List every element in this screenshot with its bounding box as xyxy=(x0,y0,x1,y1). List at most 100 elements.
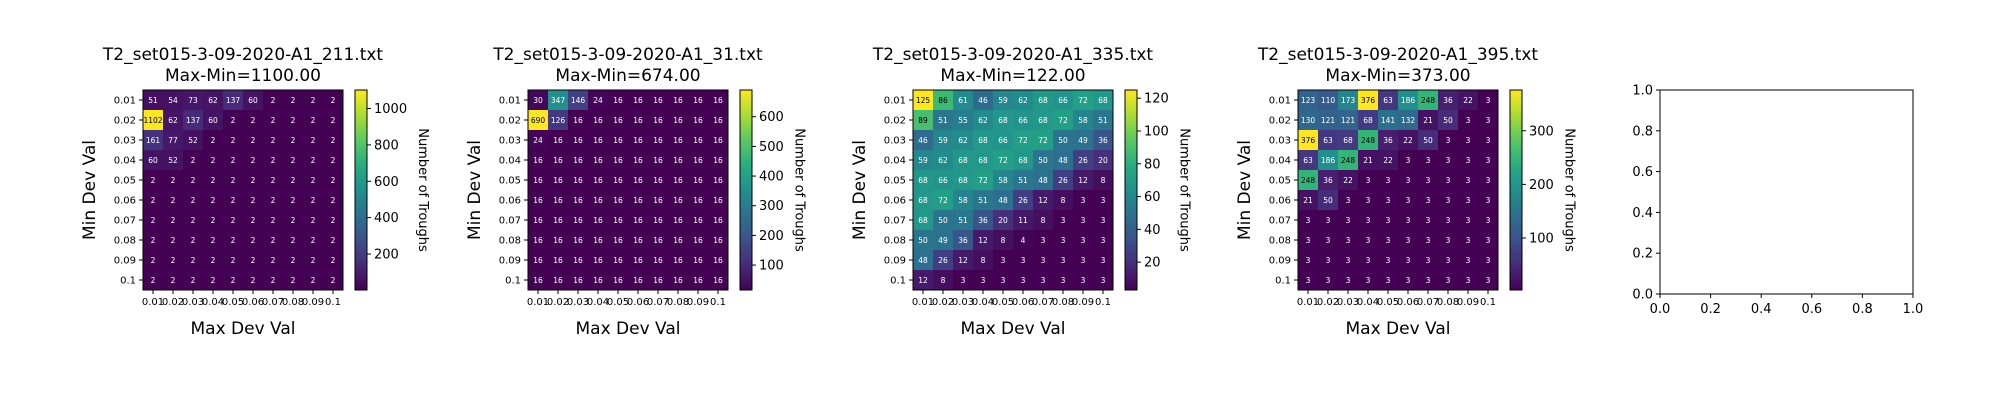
heatmap-cell xyxy=(548,90,568,110)
x-tick-label: 0.07 xyxy=(1417,297,1439,308)
cell-value-label: 2 xyxy=(271,116,276,125)
heatmap-cell xyxy=(263,150,283,170)
heatmap-cell xyxy=(243,250,263,270)
heatmap-cell xyxy=(163,230,183,250)
cell-value-label: 16 xyxy=(573,276,583,285)
heatmap-cell xyxy=(143,130,163,150)
heatmap-cell xyxy=(1298,270,1318,290)
heatmap-cell xyxy=(1298,190,1318,210)
heatmap-panel-4: T2_set015-3-09-2020-A1_395.txtMax-Min=37… xyxy=(1235,45,1577,339)
colorbar-tick-label: 200 xyxy=(759,229,784,244)
heatmap-cell xyxy=(628,170,648,190)
cell-value-label: 50 xyxy=(1038,156,1048,165)
heatmap-cell xyxy=(528,150,548,170)
cell-value-label: 72 xyxy=(1078,96,1088,105)
heatmap-cell xyxy=(568,150,588,170)
y-tick-label: 0.04 xyxy=(499,156,521,167)
heatmap-cell xyxy=(588,190,608,210)
heatmap-cell xyxy=(1458,190,1478,210)
heatmap-cell xyxy=(143,270,163,290)
y-tick-label: 0.01 xyxy=(884,96,906,107)
heatmap-cell xyxy=(933,230,953,250)
heatmap-cell xyxy=(1438,170,1458,190)
heatmap-cell xyxy=(283,230,303,250)
cell-value-label: 16 xyxy=(633,136,643,145)
heatmap-cell xyxy=(1033,230,1053,250)
cell-value-label: 248 xyxy=(1361,136,1376,145)
heatmap-cell xyxy=(1418,130,1438,150)
x-tick-label: 0.07 xyxy=(647,297,669,308)
cell-value-label: 3 xyxy=(1061,236,1066,245)
cell-value-label: 1102 xyxy=(143,116,162,125)
x-tick-label: 0.05 xyxy=(222,297,244,308)
heatmap-cell xyxy=(1338,170,1358,190)
heatmap-cell xyxy=(528,130,548,150)
cell-value-label: 50 xyxy=(1443,116,1453,125)
x-tick-label: 0.1 xyxy=(325,297,341,308)
cell-value-label: 16 xyxy=(653,216,663,225)
cell-value-label: 16 xyxy=(673,136,683,145)
heatmap-cell xyxy=(1033,210,1053,230)
heatmap-cell xyxy=(1073,110,1093,130)
heatmap-cell xyxy=(953,170,973,190)
cell-value-label: 2 xyxy=(311,276,316,285)
cell-value-label: 30 xyxy=(533,96,543,105)
x-tick-label: 0.03 xyxy=(1337,297,1359,308)
heatmap-cell xyxy=(1073,170,1093,190)
chart-title: T2_set015-3-09-2020-A1_211.txt xyxy=(102,45,384,65)
heatmap-cell xyxy=(303,170,323,190)
cell-value-label: 16 xyxy=(693,196,703,205)
colorbar-tick-label: 120 xyxy=(1144,92,1169,107)
heatmap-cell xyxy=(283,270,303,290)
heatmap-cell xyxy=(1458,210,1478,230)
cell-value-label: 3 xyxy=(1061,256,1066,265)
x-tick-label: 0.2 xyxy=(1700,302,1721,317)
y-axis-label: Min Dev Val xyxy=(850,140,870,240)
colorbar-tick-label: 40 xyxy=(1144,223,1161,238)
cell-value-label: 16 xyxy=(633,256,643,265)
heatmap-cell xyxy=(1298,170,1318,190)
cell-value-label: 16 xyxy=(573,236,583,245)
heatmap-cell xyxy=(163,150,183,170)
y-tick-label: 0.07 xyxy=(1269,216,1291,227)
heatmap-cell xyxy=(243,110,263,130)
heatmap-cell xyxy=(1073,210,1093,230)
heatmap-cell xyxy=(143,210,163,230)
cell-value-label: 68 xyxy=(1038,96,1048,105)
heatmap-cell xyxy=(1093,210,1113,230)
heatmap-cell xyxy=(1318,210,1338,230)
cell-value-label: 8 xyxy=(1061,196,1066,205)
cell-value-label: 2 xyxy=(211,216,216,225)
cell-value-label: 3 xyxy=(1466,176,1471,185)
heatmap-cell xyxy=(1013,190,1033,210)
cell-value-label: 16 xyxy=(693,276,703,285)
heatmap-cell xyxy=(1053,210,1073,230)
colorbar-tick-label: 100 xyxy=(759,259,784,274)
heatmap-cell xyxy=(243,270,263,290)
cell-value-label: 2 xyxy=(271,256,276,265)
heatmap-cell xyxy=(1358,90,1378,110)
heatmap-cell xyxy=(1378,170,1398,190)
cell-value-label: 2 xyxy=(171,236,176,245)
heatmap-cell xyxy=(648,230,668,250)
heatmap-cell xyxy=(1438,130,1458,150)
cell-value-label: 3 xyxy=(1426,176,1431,185)
heatmap-cell xyxy=(1053,270,1073,290)
heatmap-cell xyxy=(1053,170,1073,190)
heatmap-cell xyxy=(1378,150,1398,170)
heatmap-cell xyxy=(628,130,648,150)
empty-axes-panel: 0.0 0.2 0.4 0.6 0.8 1.0 0.0 0.2 0.4 0.6 0.8 1.0 xyxy=(1632,84,1923,318)
cell-value-label: 68 xyxy=(918,196,928,205)
heatmap-cell xyxy=(1338,270,1358,290)
heatmap-cell xyxy=(688,130,708,150)
x-tick-label: 0.02 xyxy=(547,297,569,308)
heatmap-cell xyxy=(1033,90,1053,110)
cell-value-label: 58 xyxy=(958,196,968,205)
cell-value-label: 16 xyxy=(653,116,663,125)
y-tick-label: 0.06 xyxy=(114,196,136,207)
x-tick-label: 0.8 xyxy=(1852,302,1873,317)
cell-value-label: 2 xyxy=(251,236,256,245)
cell-value-label: 137 xyxy=(226,96,241,105)
heatmap-cell xyxy=(913,230,933,250)
heatmap-cell xyxy=(708,190,728,210)
